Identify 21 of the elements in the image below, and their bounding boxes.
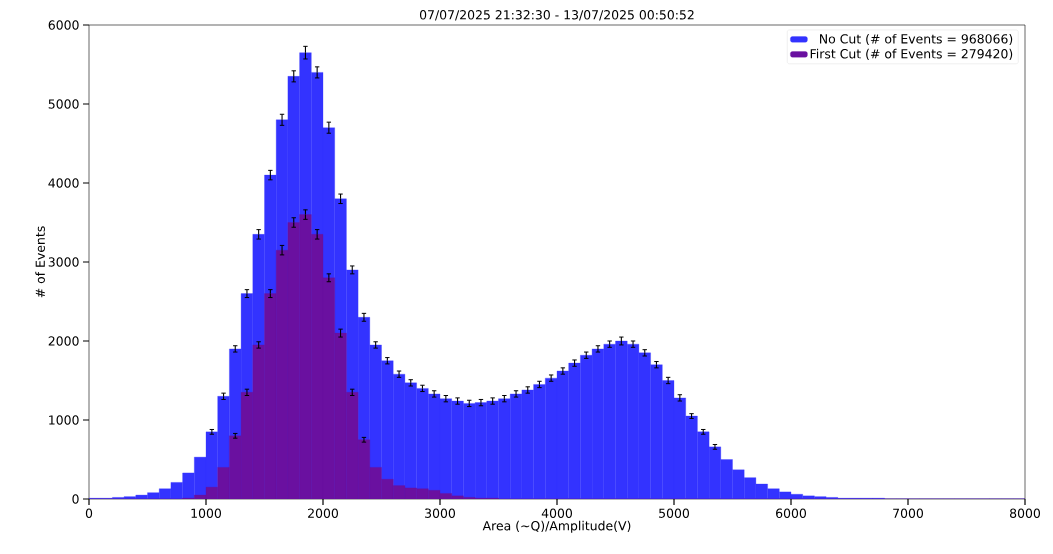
x-tick-label: 7000 [893,508,924,518]
x-tick-label: 6000 [776,508,807,518]
x-tick-label: 3000 [425,508,456,518]
chart-title: 07/07/2025 21:32:30 - 13/07/2025 00:50:52 [419,10,694,21]
legend-label: First Cut (# of Events = 279420) [810,48,1013,60]
y-tick-label: 1000 [49,415,79,425]
y-axis-title: # of Events [35,226,45,298]
x-tick-label: 5000 [659,508,690,518]
y-tick-label: 3000 [48,257,79,267]
x-tick-label: 0 [85,508,93,518]
x-tick-label: 2000 [308,508,339,518]
y-tick-label: 5000 [48,99,79,109]
y-tick-label: 4000 [48,178,79,188]
y-tick-label: 6000 [48,20,79,30]
y-tick-label: 0 [72,494,79,504]
x-tick-label: 4000 [541,508,573,518]
x-tick-label: 8000 [1010,508,1041,518]
x-tick-label: 1000 [191,508,222,518]
x-axis-title: Area (~Q)/Amplitude(V) [482,520,631,533]
y-tick-label: 2000 [48,336,79,346]
legend-label: No Cut (# of Events = 968066) [820,33,1013,46]
